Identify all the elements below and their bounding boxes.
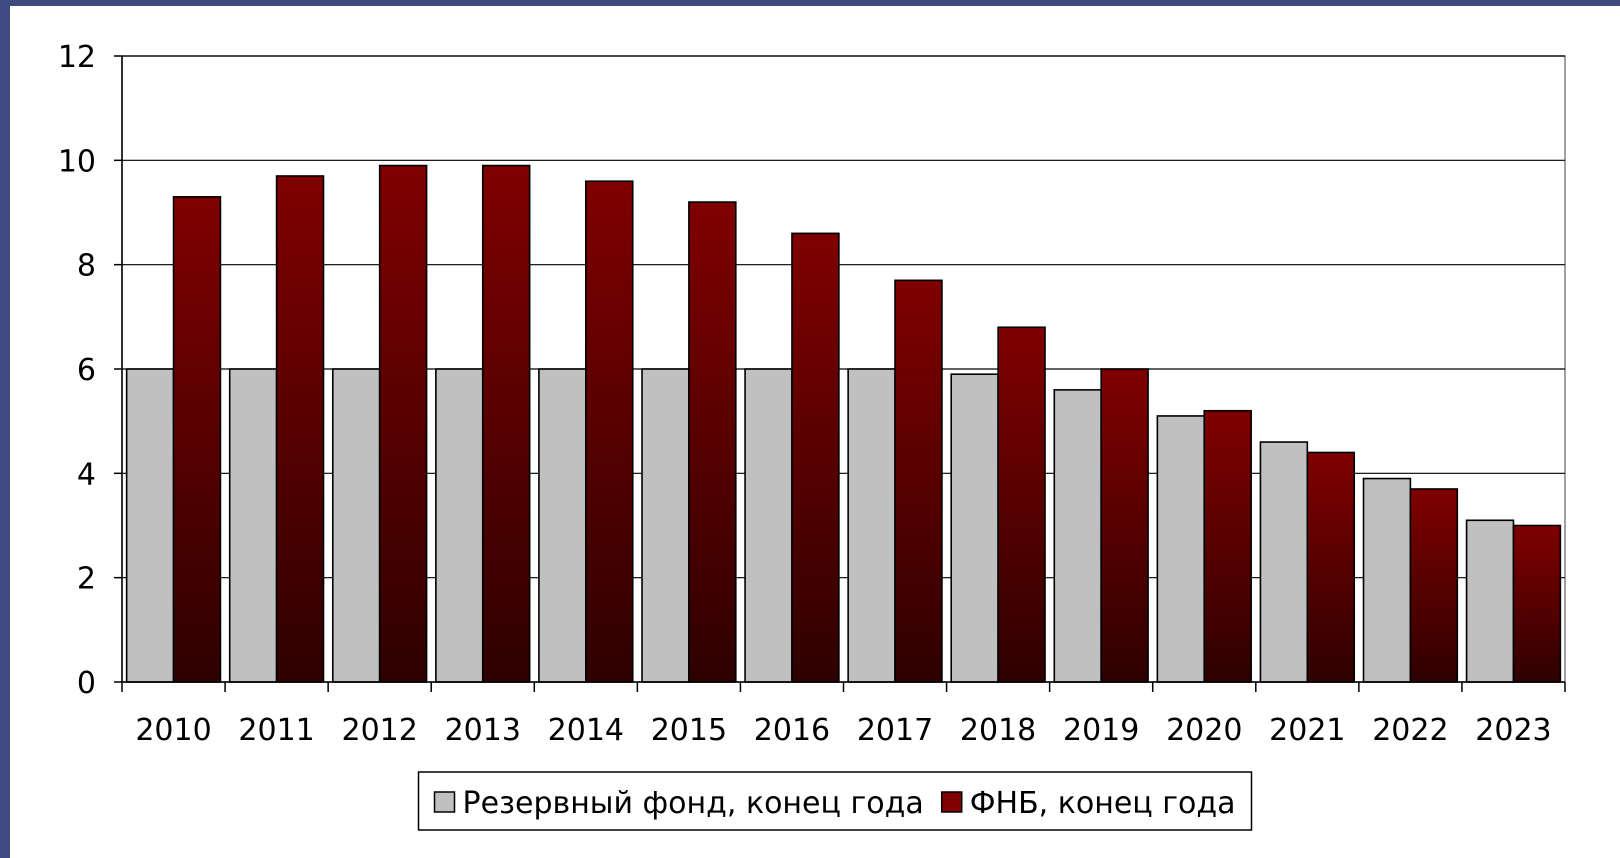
bar-fnb — [481, 164, 531, 683]
y-tick-label: 6 — [77, 353, 96, 388]
bar-reserve-fund — [847, 368, 896, 683]
x-tick-label: 2014 — [548, 713, 624, 748]
bar-reserve-fund — [1465, 519, 1515, 683]
bar-fnb — [1512, 524, 1562, 683]
x-tick-label: 2017 — [857, 713, 933, 748]
bar-fnb — [894, 279, 943, 683]
legend-label: Резервный фонд, конец года — [463, 786, 924, 821]
bar-reserve-fund — [1053, 389, 1102, 683]
bar-reserve-fund — [641, 368, 690, 683]
bar-reserve-fund — [228, 368, 278, 683]
legend: Резервный фонд, конец года ФНБ, конец год… — [417, 771, 1253, 831]
bar-reserve-fund — [331, 368, 381, 683]
bar-fnb — [997, 326, 1046, 683]
axes: 0 2 4 6 8 10 12 2010 2011 2012 2013 2014 2015 2016 201… — [58, 40, 1566, 748]
y-tick-label: 12 — [58, 40, 96, 75]
y-tick-label: 2 — [77, 562, 96, 597]
x-tick-label: 2013 — [445, 713, 521, 748]
bar-reserve-fund — [950, 373, 999, 683]
bar-fnb — [688, 201, 737, 683]
bar-fnb — [1306, 451, 1356, 683]
bar-reserve-fund — [1156, 415, 1206, 683]
x-tick-label: 2021 — [1269, 713, 1345, 748]
x-tick-label: 2019 — [1063, 713, 1139, 748]
bars — [125, 164, 1562, 683]
bar-fnb — [1409, 488, 1459, 683]
bar-fnb — [791, 232, 840, 683]
bar-reserve-fund — [435, 368, 484, 683]
x-tick-label: 2016 — [754, 713, 830, 748]
legend-label: ФНБ, конец года — [970, 786, 1236, 821]
bar-reserve-fund — [125, 368, 175, 683]
bar-reserve-fund — [744, 368, 793, 683]
legend-swatch — [433, 791, 456, 813]
bar-chart: 0 2 4 6 8 10 12 2010 2011 2012 2013 2014 2015 2016 201… — [58, 40, 1566, 831]
x-tick-label: 2023 — [1475, 713, 1551, 748]
bar-fnb — [172, 196, 222, 683]
x-tick-label: 2012 — [341, 713, 417, 748]
bar-reserve-fund — [1362, 477, 1412, 683]
x-tick-label: 2022 — [1372, 713, 1448, 748]
legend-box — [417, 771, 1253, 831]
y-tick-label: 4 — [77, 457, 96, 492]
bar-fnb — [1203, 409, 1252, 683]
bar-fnb — [275, 175, 325, 683]
x-tick-label: 2010 — [135, 713, 211, 748]
y-tick-label: 0 — [77, 666, 96, 701]
bar-fnb — [1100, 368, 1149, 683]
y-tick-label: 8 — [77, 249, 96, 284]
x-tick-label: 2015 — [651, 713, 727, 748]
x-tick-label: 2018 — [960, 713, 1036, 748]
x-tick-label: 2011 — [238, 713, 314, 748]
bar-fnb — [378, 164, 428, 683]
x-tick-label: 2020 — [1166, 713, 1242, 748]
bar-fnb — [585, 180, 634, 683]
legend-swatch — [940, 791, 963, 813]
y-tick-label: 10 — [58, 144, 96, 179]
bar-reserve-fund — [538, 368, 587, 683]
bar-reserve-fund — [1259, 441, 1309, 683]
chart-panel: 0 2 4 6 8 10 12 2010 2011 2012 2013 2014 2015 2016 201… — [10, 6, 1620, 858]
